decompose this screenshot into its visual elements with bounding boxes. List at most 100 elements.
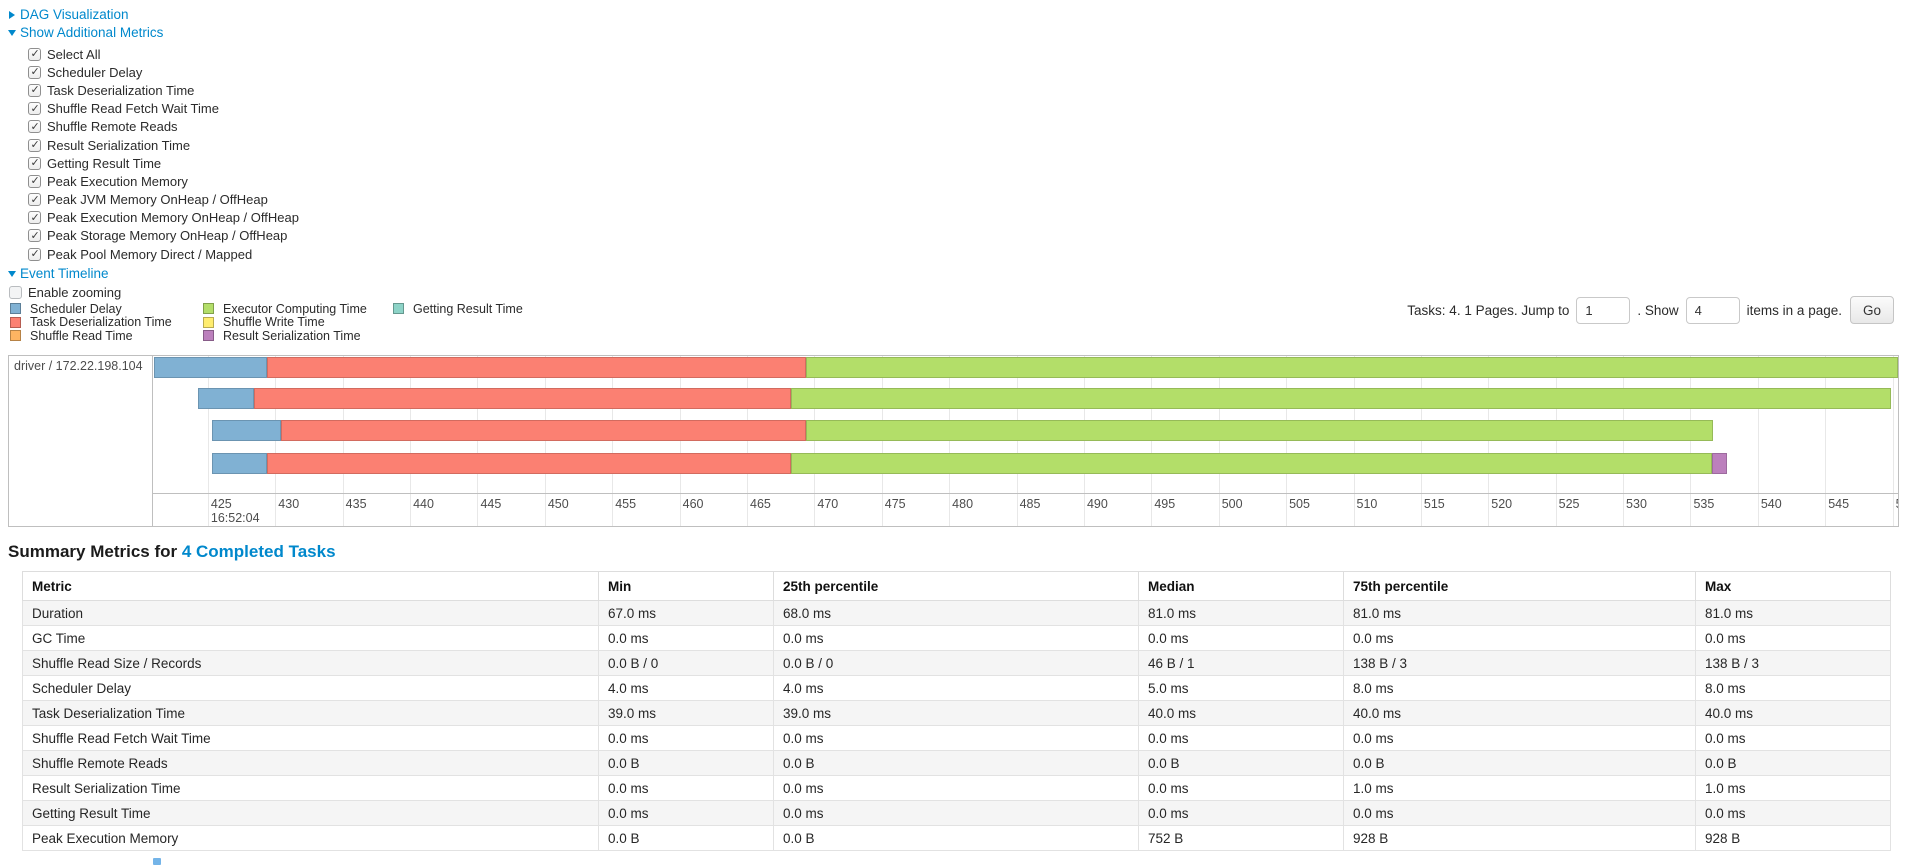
- metric-checkbox-row[interactable]: Peak Pool Memory Direct / Mapped: [28, 245, 299, 263]
- event-timeline-toggle[interactable]: Event Timeline: [8, 265, 299, 283]
- checkbox-checked[interactable]: [28, 156, 41, 170]
- checkbox-checked[interactable]: [28, 174, 41, 188]
- metric-name-cell: GC Time: [22, 625, 599, 651]
- result-serialization-segment: [1712, 453, 1727, 474]
- legend-item: Shuffle Write Time: [203, 315, 367, 330]
- completed-tasks-link[interactable]: 4 Completed Tasks: [181, 542, 336, 561]
- enable-zooming-checkbox[interactable]: [9, 285, 22, 299]
- checkbox-checked[interactable]: [28, 229, 41, 243]
- scheduler-delay-segment: [198, 388, 254, 409]
- metric-checkbox-row[interactable]: Getting Result Time: [28, 154, 299, 172]
- metric-checkbox-row[interactable]: Select All: [28, 45, 299, 63]
- task-timeline-bar: [154, 357, 1898, 378]
- timeline-legend: Scheduler Delay Task Deserialization Time…: [10, 302, 630, 346]
- time-tick-label: 525: [1558, 497, 1580, 511]
- legend-swatch-icon: [10, 316, 21, 328]
- checkbox-label[interactable]: Peak Pool Memory Direct / Mapped: [47, 246, 253, 262]
- executor-computing-segment: [806, 357, 1898, 378]
- metric-value-cell: 68.0 ms: [773, 600, 1139, 626]
- checkbox-checked[interactable]: [28, 138, 41, 152]
- checkbox-label[interactable]: Shuffle Read Fetch Wait Time: [47, 101, 219, 117]
- table-row: GC Time 0.0 ms 0.0 ms 0.0 ms 0.0 ms 0.0 ms: [22, 625, 1891, 651]
- legend-item: Executor Computing Time: [203, 302, 367, 316]
- metric-value-cell: 46 B / 1: [1138, 650, 1344, 676]
- jump-to-page-input[interactable]: [1576, 296, 1631, 324]
- metric-name-cell: Result Serialization Time: [22, 775, 599, 801]
- metric-name-cell: Getting Result Time: [22, 800, 599, 826]
- heading-text: Summary Metrics for: [8, 542, 182, 561]
- metric-value-cell: 0.0 ms: [1695, 625, 1891, 651]
- metric-value-cell: 928 B: [1343, 825, 1696, 851]
- dag-visualization-link[interactable]: DAG Visualization: [20, 7, 129, 22]
- metric-name-cell: Task Deserialization Time: [22, 700, 599, 726]
- go-button[interactable]: Go: [1849, 296, 1894, 324]
- show-additional-metrics-link[interactable]: Show Additional Metrics: [20, 25, 164, 40]
- checkbox-checked[interactable]: [28, 65, 41, 79]
- checkbox-label[interactable]: Shuffle Remote Reads: [47, 119, 178, 135]
- checkbox-checked[interactable]: [28, 211, 41, 225]
- column-header: 25th percentile: [773, 571, 1139, 601]
- dag-visualization-toggle[interactable]: DAG Visualization: [8, 6, 299, 24]
- metric-checkbox-row[interactable]: Shuffle Remote Reads: [28, 118, 299, 136]
- task-deserialization-segment: [267, 357, 807, 378]
- metric-checkbox-row[interactable]: Scheduler Delay: [28, 63, 299, 81]
- metric-checkbox-row[interactable]: Peak Storage Memory OnHeap / OffHeap: [28, 227, 299, 245]
- checkbox-label[interactable]: Scheduler Delay: [47, 64, 143, 80]
- metric-checkbox-row[interactable]: Task Deserialization Time: [28, 81, 299, 99]
- enable-zooming-row[interactable]: Enable zooming: [9, 283, 299, 301]
- time-gridline: [1623, 356, 1625, 526]
- checkbox-label[interactable]: Select All: [47, 46, 101, 62]
- table-row: Getting Result Time 0.0 ms 0.0 ms 0.0 ms 0.0…: [22, 800, 1891, 826]
- metric-checkbox-row[interactable]: Result Serialization Time: [28, 136, 299, 154]
- legend-label: Shuffle Write Time: [223, 315, 325, 330]
- metric-value-cell: 0.0 B: [1343, 750, 1696, 776]
- checkbox-label[interactable]: Getting Result Time: [47, 155, 162, 171]
- metric-value-cell: 0.0 ms: [598, 775, 774, 801]
- time-gridline: [747, 356, 748, 526]
- task-deserialization-segment: [253, 388, 792, 409]
- event-timeline-link[interactable]: Event Timeline: [20, 266, 109, 282]
- legend-item: Shuffle Read Time: [10, 329, 172, 343]
- metric-checkbox-row[interactable]: Peak Execution Memory: [28, 172, 299, 190]
- checkbox-checked[interactable]: [28, 102, 41, 116]
- checkbox-label[interactable]: Peak Execution Memory: [47, 173, 188, 189]
- metric-value-cell: 0.0 ms: [773, 725, 1139, 751]
- checkbox-label[interactable]: Peak Execution Memory OnHeap / OffHeap: [47, 210, 299, 226]
- checkbox-checked[interactable]: [28, 120, 41, 134]
- time-tick-label: 430: [278, 497, 300, 511]
- time-tick-label: 475: [884, 497, 906, 511]
- time-gridline: [612, 356, 614, 526]
- enable-zooming-label[interactable]: Enable zooming: [28, 284, 122, 300]
- checkbox-checked[interactable]: [28, 247, 41, 261]
- time-gridline: [1420, 356, 1422, 526]
- metric-name-cell: Shuffle Remote Reads: [22, 750, 599, 776]
- checkbox-checked[interactable]: [28, 47, 41, 61]
- show-additional-metrics-toggle[interactable]: Show Additional Metrics: [8, 24, 299, 42]
- timeline-group-labels: driver / 172.22.198.104: [9, 356, 153, 526]
- metric-value-cell: 0.0 ms: [598, 625, 774, 651]
- metric-name-cell: Duration: [22, 600, 599, 626]
- metric-value-cell: 138 B / 3: [1343, 650, 1696, 676]
- legend-swatch-icon: [203, 330, 214, 342]
- metric-checkbox-row[interactable]: Shuffle Read Fetch Wait Time: [28, 100, 299, 118]
- metric-value-cell: 81.0 ms: [1138, 600, 1344, 626]
- pagination-text: Tasks: 4. 1 Pages. Jump to: [1407, 302, 1570, 318]
- metric-name-cell: Shuffle Read Fetch Wait Time: [22, 725, 599, 751]
- checkbox-label[interactable]: Task Deserialization Time: [47, 82, 195, 98]
- metric-checkbox-row[interactable]: Peak JVM Memory OnHeap / OffHeap: [28, 191, 299, 209]
- checkbox-label[interactable]: Peak Storage Memory OnHeap / OffHeap: [47, 228, 288, 244]
- legend-label: Task Deserialization Time: [30, 315, 172, 330]
- column-header: Median: [1138, 571, 1344, 601]
- checkbox-label[interactable]: Peak JVM Memory OnHeap / OffHeap: [47, 192, 268, 208]
- checkbox-checked[interactable]: [28, 193, 41, 207]
- time-gridline: [544, 356, 546, 526]
- time-gridline: [1218, 356, 1220, 526]
- metric-value-cell: 67.0 ms: [598, 600, 774, 626]
- checkbox-checked[interactable]: [28, 83, 41, 97]
- items-per-page-input[interactable]: [1685, 296, 1740, 324]
- time-tick-label: 500: [1221, 497, 1243, 511]
- time-gridline: [1016, 356, 1018, 526]
- metric-checkbox-row[interactable]: Peak Execution Memory OnHeap / OffHeap: [28, 209, 299, 227]
- checkbox-label[interactable]: Result Serialization Time: [47, 137, 191, 153]
